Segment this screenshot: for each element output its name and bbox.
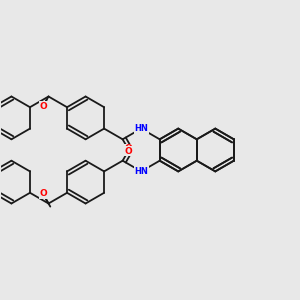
Text: O: O (39, 189, 47, 198)
Text: O: O (124, 144, 132, 153)
Text: O: O (124, 147, 132, 156)
Text: O: O (39, 102, 47, 111)
Text: HN: HN (134, 124, 148, 133)
Text: HN: HN (134, 167, 148, 176)
